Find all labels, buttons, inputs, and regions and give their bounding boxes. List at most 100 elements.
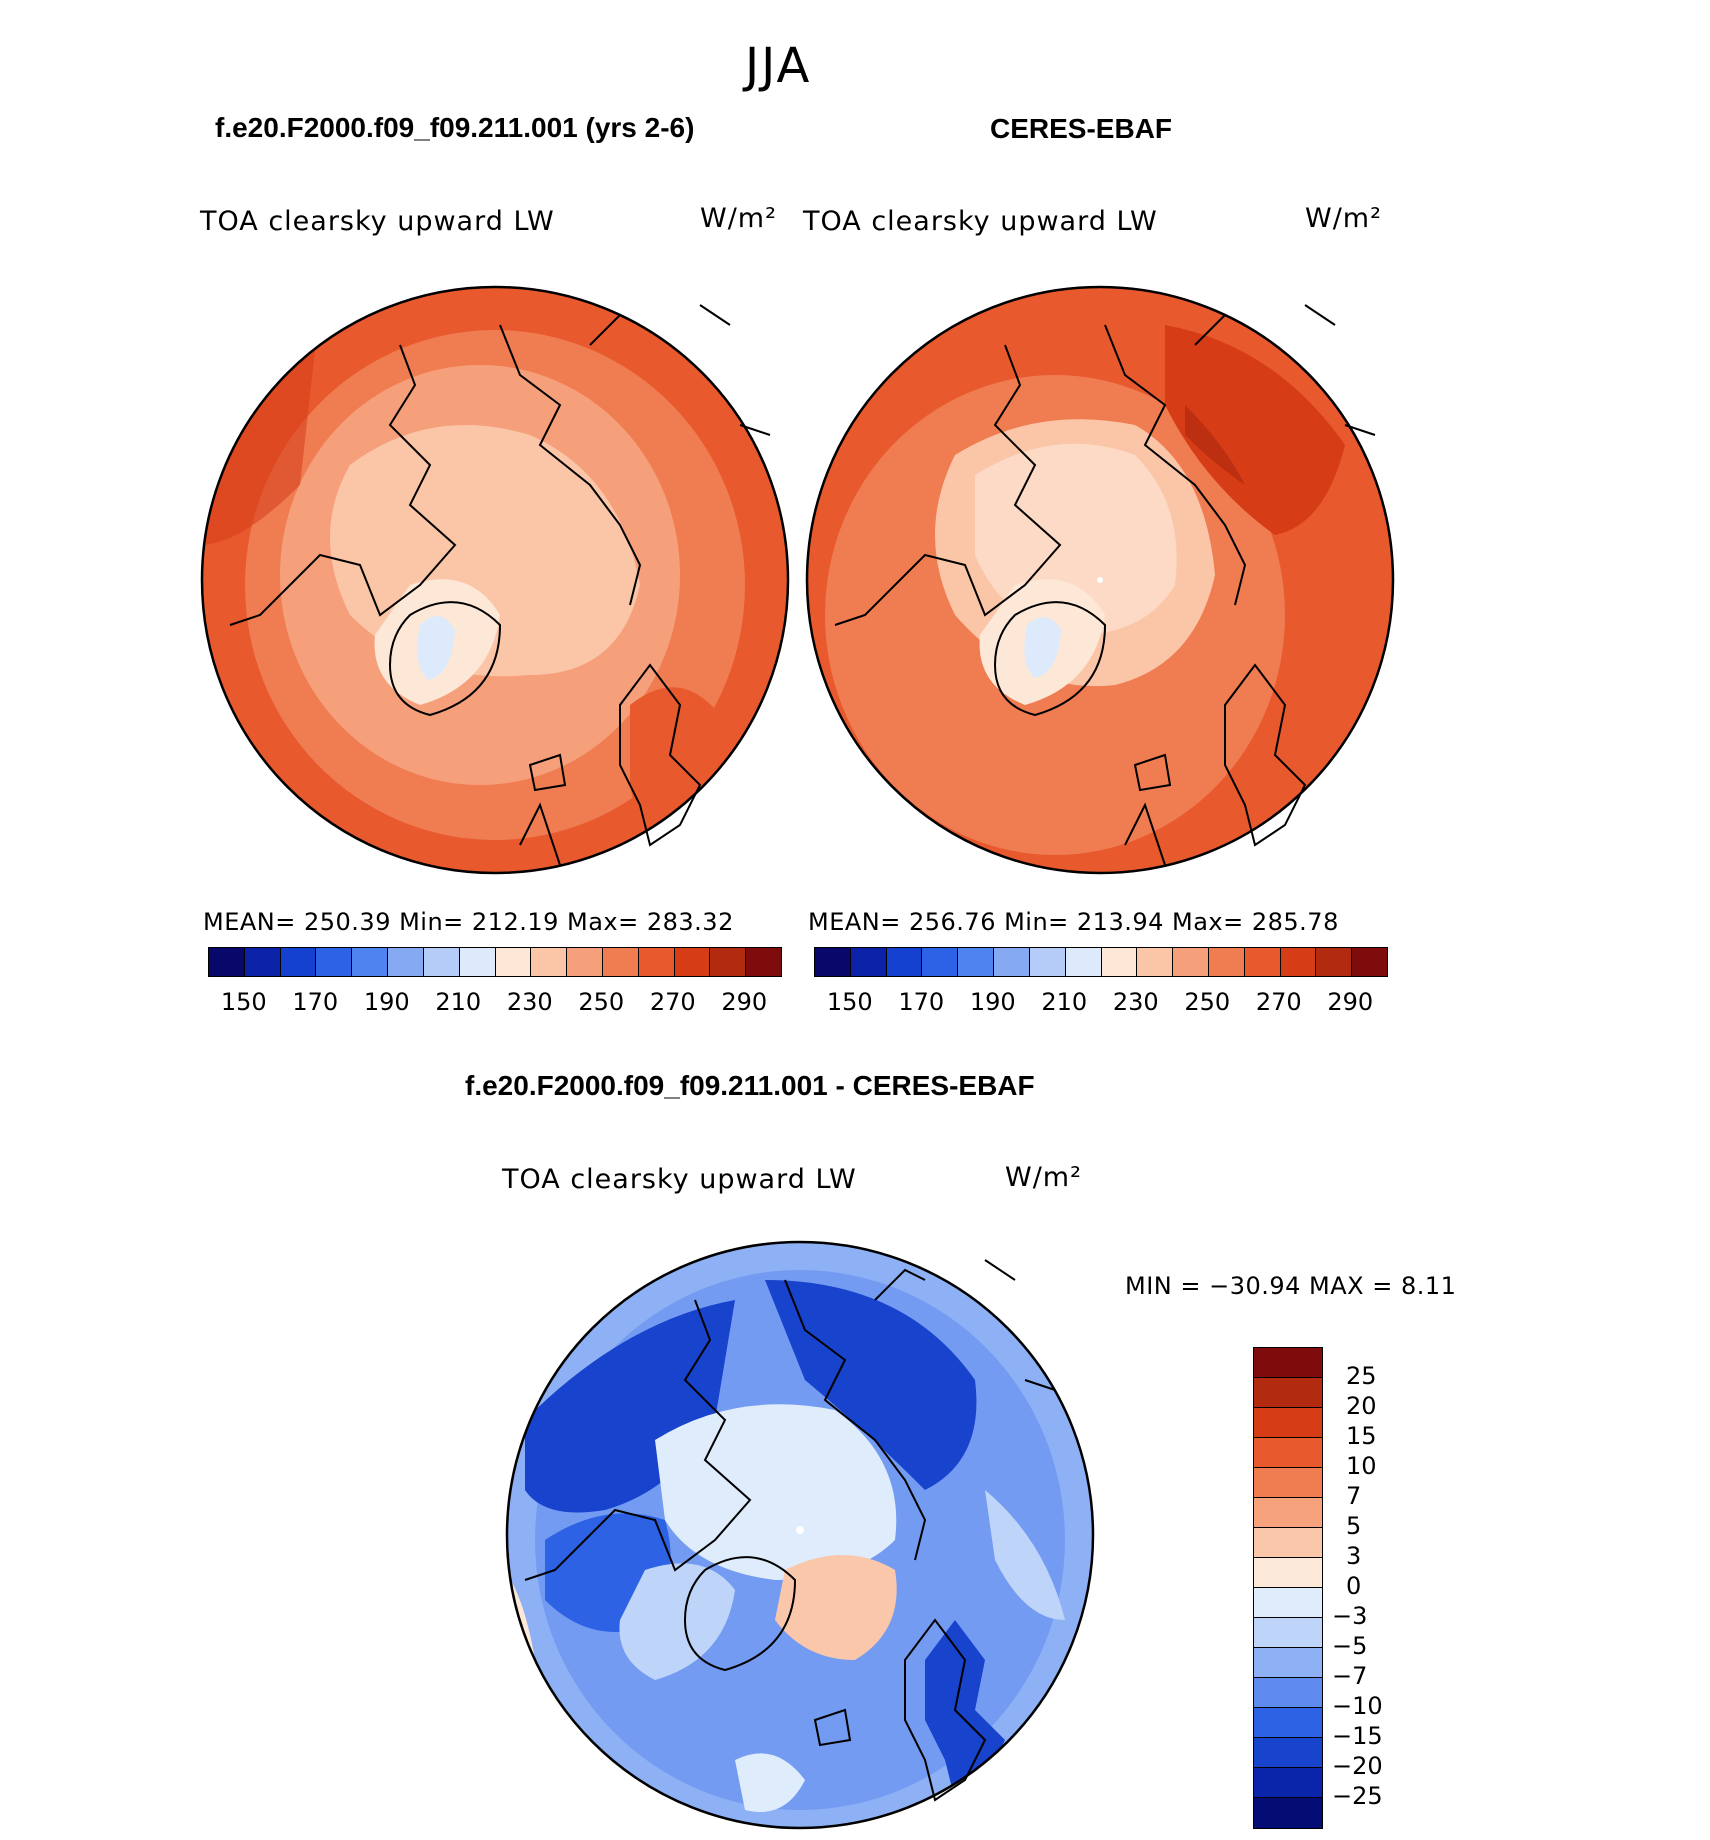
diff-variable-label: TOA clearsky upward LW <box>502 1164 857 1195</box>
colorbar-tick-label: 290 <box>721 988 768 1016</box>
colorbar-swatch <box>1352 948 1387 976</box>
colorbar-swatch <box>1254 1498 1322 1528</box>
colorbar-tick-label: 25 <box>1346 1362 1377 1390</box>
figure-title: JJA <box>745 38 812 94</box>
colorbar-swatch <box>886 948 923 976</box>
colorbar-swatch <box>958 948 995 976</box>
colorbar-swatch <box>1254 1618 1322 1648</box>
colorbar-tick-label: 15 <box>1346 1422 1377 1450</box>
colorbar-tick-label: 7 <box>1346 1482 1362 1510</box>
colorbar-swatch <box>244 948 281 976</box>
colorbar-swatch <box>1254 1768 1322 1798</box>
colorbar-tick-label: 190 <box>969 988 1016 1016</box>
obs-variable-label: TOA clearsky upward LW <box>803 206 1158 237</box>
colorbar-swatch <box>1029 948 1066 976</box>
colorbar-tick-label: 270 <box>1255 988 1302 1016</box>
colorbar-tick-label: 170 <box>898 988 945 1016</box>
colorbar-swatch <box>1173 948 1209 976</box>
colorbar-swatch <box>1101 948 1138 976</box>
diff-colorbar <box>1253 1347 1323 1829</box>
obs-units-label: W/m² <box>1305 203 1382 234</box>
colorbar-swatch <box>209 948 245 976</box>
colorbar-tick-label: 230 <box>506 988 553 1016</box>
colorbar-tick-label: 230 <box>1112 988 1159 1016</box>
colorbar-swatch <box>388 948 424 976</box>
model-variable-label: TOA clearsky upward LW <box>200 206 555 237</box>
colorbar-tick-label: 150 <box>220 988 267 1016</box>
colorbar-swatch <box>459 948 496 976</box>
colorbar-tick-label: 170 <box>292 988 339 1016</box>
colorbar-swatch <box>1254 1648 1322 1678</box>
colorbar-swatch <box>850 948 887 976</box>
colorbar-swatch <box>352 948 389 976</box>
model-units-label: W/m² <box>700 203 777 234</box>
colorbar-swatch <box>1244 948 1281 976</box>
colorbar-tick-label: −3 <box>1332 1602 1368 1630</box>
diff-panel-title: f.e20.F2000.f09_f09.211.001 - CERES-EBAF <box>465 1070 1035 1101</box>
colorbar-swatch <box>1208 948 1245 976</box>
colorbar-tick-label: −10 <box>1332 1692 1383 1720</box>
colorbar-tick-label: 3 <box>1346 1542 1362 1570</box>
colorbar-tick-label: 20 <box>1346 1392 1377 1420</box>
colorbar-tick-label: 5 <box>1346 1512 1362 1540</box>
colorbar-swatch <box>1254 1378 1322 1408</box>
colorbar-swatch <box>1254 1348 1322 1378</box>
colorbar-tick-label: −15 <box>1332 1722 1383 1750</box>
colorbar-tick-label: 250 <box>1184 988 1231 1016</box>
colorbar-swatch <box>1254 1528 1322 1558</box>
colorbar-swatch <box>280 948 317 976</box>
colorbar-swatch <box>1254 1798 1322 1828</box>
colorbar-tick-label: 190 <box>363 988 410 1016</box>
obs-stats: MEAN= 256.76 Min= 213.94 Max= 285.78 <box>808 908 1339 936</box>
colorbar-tick-label: 10 <box>1346 1452 1377 1480</box>
colorbar-swatch <box>1065 948 1102 976</box>
colorbar-swatch <box>602 948 639 976</box>
diff-polar-map <box>505 1240 1095 1830</box>
colorbar-swatch <box>495 948 532 976</box>
diff-stats: MIN = −30.94 MAX = 8.11 <box>1125 1272 1457 1300</box>
model-stats: MEAN= 250.39 Min= 212.19 Max= 283.32 <box>203 908 734 936</box>
colorbar-swatch <box>1254 1408 1322 1438</box>
colorbar-swatch <box>674 948 711 976</box>
diff-colorbar-ticks: 25 20 15 10 7 5 3 0 −3 −5 −7 −10 −15 −20 −25 <box>1332 1347 1412 1827</box>
colorbar-swatch <box>1280 948 1317 976</box>
obs-colorbar <box>814 947 1388 977</box>
colorbar-swatch <box>815 948 851 976</box>
obs-colorbar-ticks: 150 170 190 210 230 250 270 290 <box>814 988 1386 1018</box>
colorbar-tick-label: 270 <box>649 988 696 1016</box>
colorbar-tick-label: −25 <box>1332 1782 1383 1810</box>
colorbar-swatch <box>1254 1678 1322 1708</box>
colorbar-swatch <box>1254 1468 1322 1498</box>
model-panel-title: f.e20.F2000.f09_f09.211.001 (yrs 2-6) <box>215 112 695 143</box>
model-polar-map <box>200 285 790 875</box>
model-colorbar-ticks: 150 170 190 210 230 250 270 290 <box>208 988 780 1018</box>
colorbar-tick-label: −5 <box>1332 1632 1368 1660</box>
colorbar-tick-label: 210 <box>1041 988 1088 1016</box>
colorbar-swatch <box>1254 1438 1322 1468</box>
model-colorbar <box>208 947 782 977</box>
colorbar-tick-label: 290 <box>1327 988 1374 1016</box>
colorbar-swatch <box>423 948 460 976</box>
colorbar-tick-label: 250 <box>578 988 625 1016</box>
colorbar-tick-label: 0 <box>1346 1572 1362 1600</box>
colorbar-tick-label: 210 <box>435 988 482 1016</box>
colorbar-swatch <box>638 948 675 976</box>
colorbar-swatch <box>1254 1558 1322 1588</box>
colorbar-swatch <box>1254 1708 1322 1738</box>
colorbar-swatch <box>994 948 1030 976</box>
colorbar-swatch <box>531 948 568 976</box>
obs-panel-title: CERES-EBAF <box>990 113 1173 144</box>
colorbar-swatch <box>1316 948 1353 976</box>
diff-units-label: W/m² <box>1005 1162 1082 1193</box>
obs-polar-map <box>805 285 1395 875</box>
colorbar-tick-label: −7 <box>1332 1662 1368 1690</box>
colorbar-swatch <box>567 948 603 976</box>
colorbar-swatch <box>922 948 959 976</box>
colorbar-swatch <box>316 948 353 976</box>
colorbar-swatch <box>1137 948 1174 976</box>
colorbar-tick-label: −20 <box>1332 1752 1383 1780</box>
colorbar-swatch <box>710 948 747 976</box>
colorbar-swatch <box>1254 1738 1322 1768</box>
colorbar-swatch <box>746 948 781 976</box>
colorbar-tick-label: 150 <box>826 988 873 1016</box>
